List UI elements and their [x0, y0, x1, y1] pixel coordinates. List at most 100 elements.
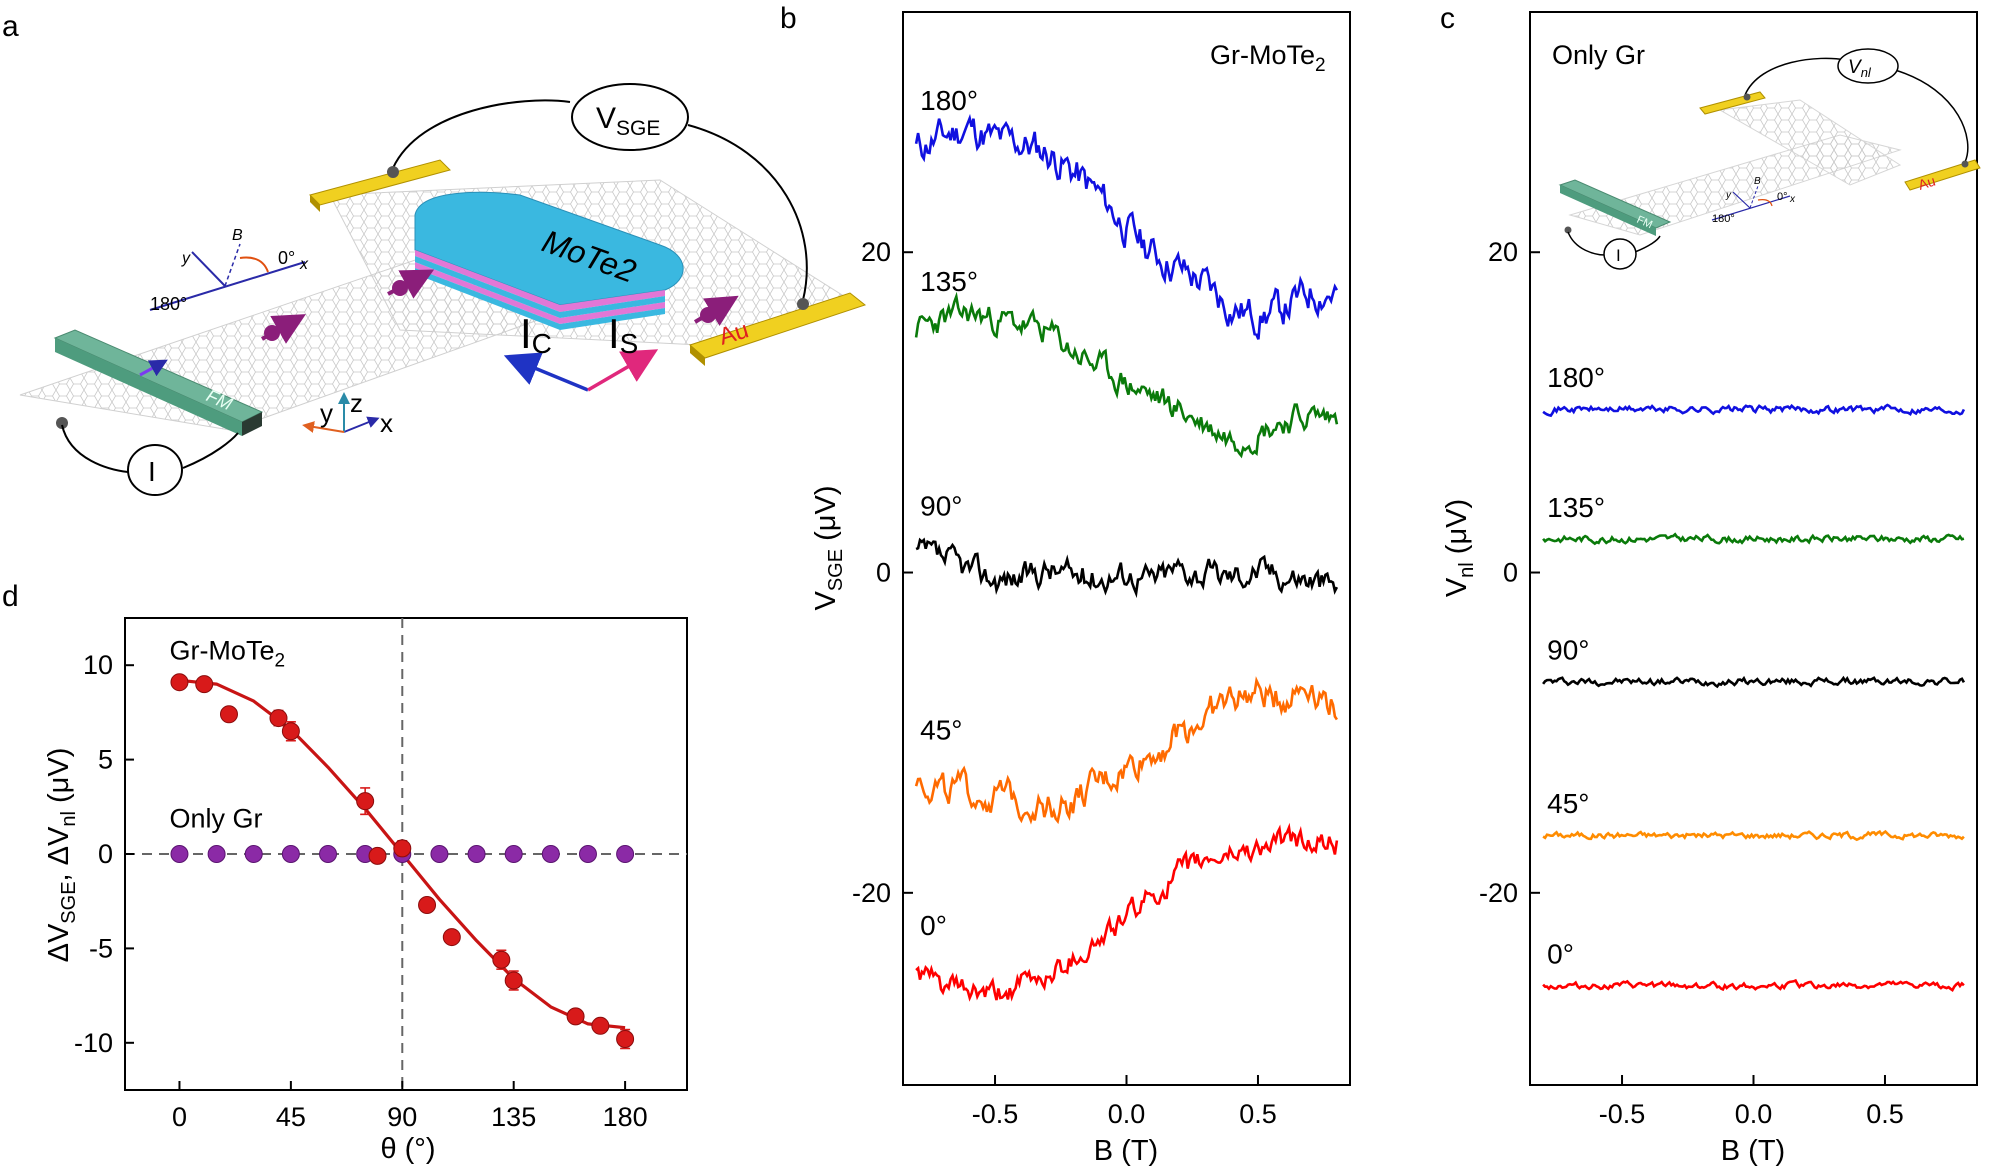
y-tick-label: 5 [98, 745, 113, 775]
mote2-flake: MoTe2 [414, 191, 684, 330]
y-axis-c: -20 0 20 [1479, 237, 1540, 908]
angle-180-label: 180° [150, 294, 187, 314]
x-label: x [299, 256, 309, 273]
only-gr-point [207, 845, 226, 863]
x-tick-label: -0.5 [1599, 1099, 1646, 1129]
y-tick-label: 0 [876, 558, 891, 588]
panel-label-c: c [1440, 2, 1455, 35]
x-axis-d: 0 45 90 135 180 [172, 1081, 648, 1132]
x-tick-label: 90 [387, 1102, 417, 1132]
vsge-meter [571, 83, 689, 151]
x-tick-label: 0.5 [1239, 1099, 1277, 1129]
current-circuit: I [56, 417, 239, 496]
field-label: B [232, 227, 243, 244]
gr-mote2-point [591, 1016, 610, 1035]
y-axis-b: -20 0 20 [852, 237, 913, 908]
x-axis-c: -0.5 0.0 0.5 [1599, 1075, 1904, 1129]
x-axis-line [149, 261, 306, 311]
series-group-b [914, 113, 1339, 1002]
curve-label: 45° [920, 715, 962, 746]
panel-label-d: d [2, 580, 19, 613]
y-axis-label-b: VSGE (μV) [810, 485, 847, 610]
inset-graphene-cross [1718, 99, 1902, 186]
ic-arrow [503, 352, 589, 392]
curve-labels-c: 180° 135° 90° 45° 0° [1547, 362, 1605, 970]
series-line-90deg [915, 537, 1339, 599]
gr-mote2-point [616, 1030, 635, 1049]
x-tick-label: 45 [276, 1102, 306, 1132]
inset-y-label: y [1725, 190, 1732, 201]
curve-label: 0° [920, 910, 947, 941]
only-gr-point [616, 845, 635, 863]
gr-mote2-point [269, 709, 288, 728]
curve-label: 180° [920, 85, 978, 116]
annotation-label: Only Gr [169, 804, 262, 834]
x-axis-label-b: B (T) [1094, 1135, 1158, 1167]
inset-gold-right [1904, 159, 1981, 191]
y-tick-label: 0 [1503, 558, 1518, 588]
series-group-d [170, 673, 635, 1050]
y-tick-label: 0 [98, 839, 113, 869]
y-tick-label: -5 [89, 933, 113, 963]
x-tick-label: 0.5 [1866, 1099, 1904, 1129]
series-line-45deg [1542, 829, 1965, 842]
only-gr-point [319, 845, 338, 863]
y-tick-label: -10 [74, 1028, 113, 1058]
x-tick-label: 0 [172, 1102, 187, 1132]
is-arrow [587, 349, 659, 392]
only-gr-point [578, 845, 597, 863]
x-axis-label-c: B (T) [1721, 1135, 1785, 1167]
panel-label-b: b [780, 2, 797, 35]
chart-title-b: Gr-MoTe2 [1210, 40, 1326, 76]
x-tick-label: 0.0 [1735, 1099, 1773, 1129]
curve-label: 135° [1547, 492, 1605, 523]
curve-label: 180° [1547, 362, 1605, 393]
annotation-label: Gr-MoTe2 [169, 636, 285, 672]
panel-b-chart: b Gr-MoTe2 -0.5 0.0 0.5 -20 0 20 180° 135° 90°… [780, 2, 1351, 1167]
angle-diagram: B y 0° x 180° [149, 227, 309, 314]
panel-a-schematic: a Au MoTe2 FM [2, 10, 867, 496]
vsge-meter-label: VSGE [596, 102, 660, 140]
triad-z: z [350, 388, 363, 418]
annotations-d: Gr-MoTe2 Only Gr [169, 636, 285, 834]
vsge-circuit: VSGE [387, 83, 809, 310]
plot-frame-b [902, 11, 1351, 1086]
y-axis-label-c: Vnl (μV) [1441, 499, 1478, 597]
inset-180-label: 180° [1712, 213, 1735, 225]
triad-x: x [380, 408, 393, 438]
curve-label: 0° [1547, 939, 1574, 970]
gr-mote2-point [170, 673, 189, 692]
inset-current-label: I [1616, 246, 1621, 265]
series-line-0deg [1542, 978, 1965, 992]
gr-mote2-point [281, 722, 300, 741]
x-tick-label: 180 [603, 1102, 648, 1132]
angle-0-label: 0° [278, 248, 295, 268]
series-line-90deg [1542, 675, 1966, 689]
chart-title-c: Only Gr [1552, 40, 1645, 70]
y-tick-label: -20 [1479, 878, 1518, 908]
gr-mote2-point [418, 895, 437, 914]
gr-mote2-point [356, 792, 375, 811]
gr-mote2-point [393, 839, 412, 858]
curve-label: 45° [1547, 788, 1589, 819]
is-label: IS [608, 310, 638, 359]
y-tick-label: 20 [861, 237, 891, 267]
inset-vnl-meter [1837, 48, 1899, 84]
gr-mote2-point [504, 971, 523, 990]
panel-label-a: a [2, 10, 19, 43]
series-line-135deg [1542, 532, 1965, 546]
x-tick-label: 0.0 [1108, 1099, 1146, 1129]
y-axis-d: -10 -5 0 5 10 [74, 650, 134, 1058]
curve-labels-b: 180° 135° 90° 45° 0° [920, 85, 978, 941]
y-tick-label: 20 [1488, 237, 1518, 267]
x-tick-label: -0.5 [972, 1099, 1019, 1129]
gr-mote2-point [195, 675, 214, 694]
inset-au-label: Au [1916, 173, 1937, 193]
x-axis-label-d: θ (°) [380, 1133, 435, 1165]
gr-mote2-point [219, 705, 238, 724]
only-gr-point [467, 845, 486, 863]
panel-c-chart: c Only Gr -0.5 0.0 0.5 -20 0 20 180° 135° 90° 4… [1440, 2, 1981, 1167]
y-tick-label: -20 [852, 878, 891, 908]
